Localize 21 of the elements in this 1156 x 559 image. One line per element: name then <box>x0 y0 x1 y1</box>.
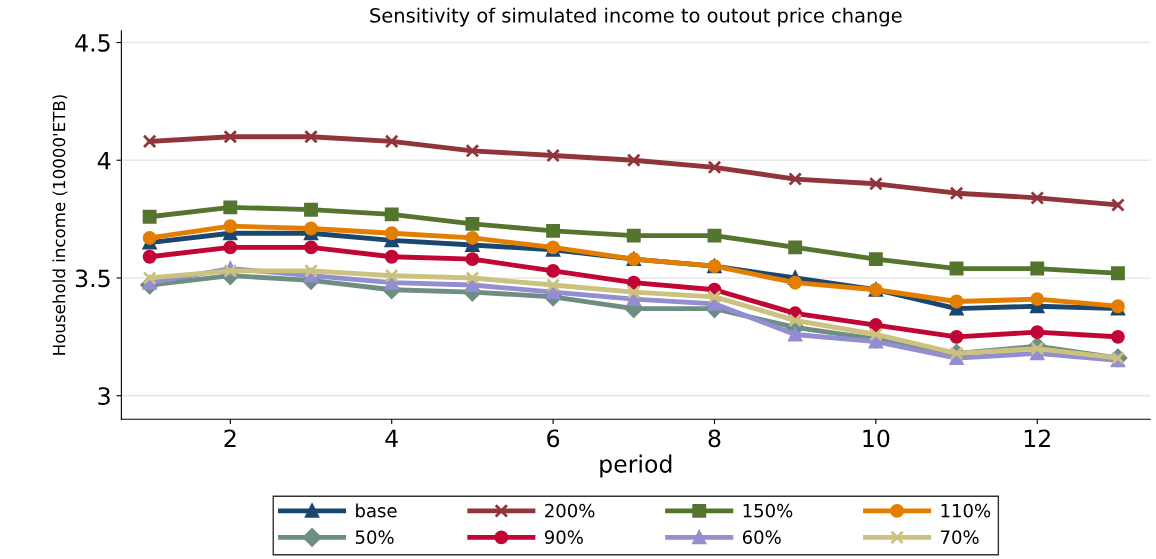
x-tick-label: 4 <box>385 429 398 447</box>
legend-label: 150% <box>743 503 793 518</box>
legend-label: 70% <box>941 530 979 544</box>
y-axis-title: Household income (10000'ETB) <box>52 95 68 355</box>
y-tick-label: 4 <box>97 152 111 170</box>
x-tick-label: 12 <box>1024 429 1050 447</box>
legend-label: 110% <box>941 503 991 518</box>
x-tick-label: 2 <box>224 429 236 447</box>
legend-label: 60% <box>742 530 781 544</box>
legend-label: 90% <box>544 530 583 544</box>
y-tick-label: 3.5 <box>75 269 110 288</box>
y-tick-label: 3 <box>98 387 110 406</box>
x-axis-title: period <box>600 454 672 478</box>
legend-label: 200% <box>545 503 595 518</box>
y-tick-label: 4.5 <box>75 34 110 52</box>
legend-label: base <box>356 503 397 518</box>
chart-title: Sensitivity of simulated income to outout price change <box>370 7 902 27</box>
x-tick-label: 10 <box>863 429 890 448</box>
x-tick-label: 8 <box>708 429 721 448</box>
legend-label: 50% <box>355 530 394 544</box>
x-tick-label: 6 <box>547 429 560 448</box>
